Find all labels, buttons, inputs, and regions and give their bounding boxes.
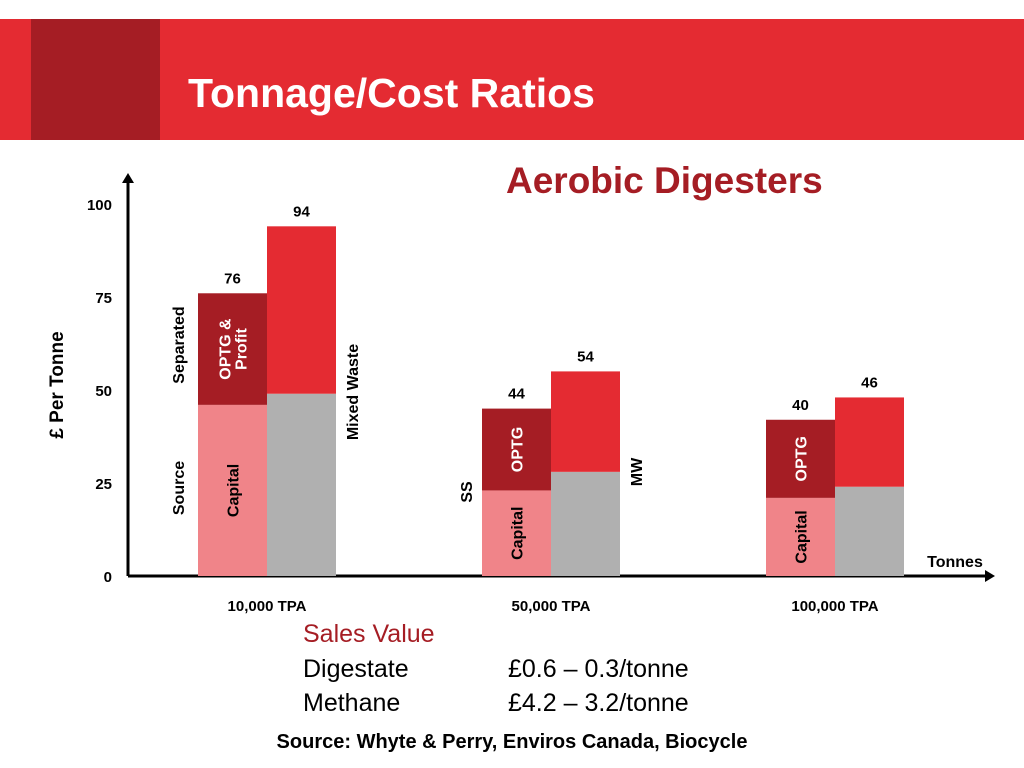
data-label-ss-total: 44: [508, 386, 525, 403]
side-label-ss: SS: [459, 481, 476, 503]
slide-title: Tonnage/Cost Ratios: [188, 70, 595, 116]
bar-ss-optg-label: OPTG &: [218, 318, 235, 380]
x-category-label: 10,000 TPA: [228, 598, 307, 615]
source-note: Source: Whyte & Perry, Enviros Canada, B…: [276, 731, 748, 753]
data-label-ss-total: 40: [792, 397, 809, 414]
sales-row-label: Digestate: [303, 655, 409, 683]
data-label-ss-total: 76: [224, 270, 241, 287]
bar-ss-capital: [198, 404, 267, 576]
data-label-mw-total: 46: [861, 374, 878, 391]
data-label-mw-total: 94: [293, 203, 310, 220]
bar-ss-optg-label-line2: Profit: [234, 328, 251, 370]
bar-mw-top: [551, 371, 620, 472]
y-tick-label: 75: [95, 290, 112, 307]
y-tick-label: 100: [87, 197, 112, 214]
x-axis-arrow: [985, 570, 995, 582]
sales-row-value: £4.2 – 3.2/tonne: [508, 689, 689, 717]
y-tick-label: 25: [95, 476, 112, 493]
sales-row-methane: Methane £4.2 – 3.2/tonne: [303, 689, 689, 718]
bar-ss-capital-label: Capital: [794, 510, 811, 563]
bar-ss-capital: [766, 497, 835, 576]
sales-row-digestate: Digestate £0.6 – 0.3/tonne: [303, 655, 689, 684]
bar-mw-base: [267, 393, 336, 576]
bar-ss-capital-label: Capital: [510, 507, 527, 560]
side-label-source: Source: [171, 461, 188, 515]
bar-ss-optg-label: OPTG: [794, 436, 811, 481]
y-axis-arrow: [122, 173, 134, 183]
bar-ss-capital: [482, 490, 551, 576]
header-accent-block: [31, 19, 160, 140]
bar-mw-base: [551, 471, 620, 576]
side-label-mw: MW: [629, 457, 646, 486]
bar-mw-base: [835, 486, 904, 576]
bar-mw-top: [835, 397, 904, 487]
x-category-label: 50,000 TPA: [512, 598, 591, 615]
sales-value-heading: Sales Value: [303, 620, 435, 648]
bar-ss-optg-label: OPTG: [510, 427, 527, 472]
bar-mw-top: [267, 226, 336, 394]
x-category-label: 100,000 TPA: [791, 598, 878, 615]
chart-title: Aerobic Digesters: [506, 160, 823, 201]
sales-row-label: Methane: [303, 689, 401, 717]
bar-ss-optg: [482, 408, 551, 491]
bar-ss-optg: [766, 419, 835, 498]
y-tick-label: 0: [104, 569, 112, 586]
side-label-mixed-waste: Mixed Waste: [345, 344, 362, 440]
bar-ss-capital-label: Capital: [226, 464, 243, 517]
bar-ss-optg: [198, 293, 267, 405]
y-axis-label: £ Per Tonne: [47, 331, 68, 438]
y-tick-label: 50: [95, 383, 112, 400]
side-label-separated: Separated: [171, 306, 188, 383]
header-banner: [0, 19, 1024, 140]
data-label-mw-total: 54: [577, 348, 594, 365]
x-axis-label: Tonnes: [927, 554, 983, 571]
sales-row-value: £0.6 – 0.3/tonne: [508, 655, 689, 683]
